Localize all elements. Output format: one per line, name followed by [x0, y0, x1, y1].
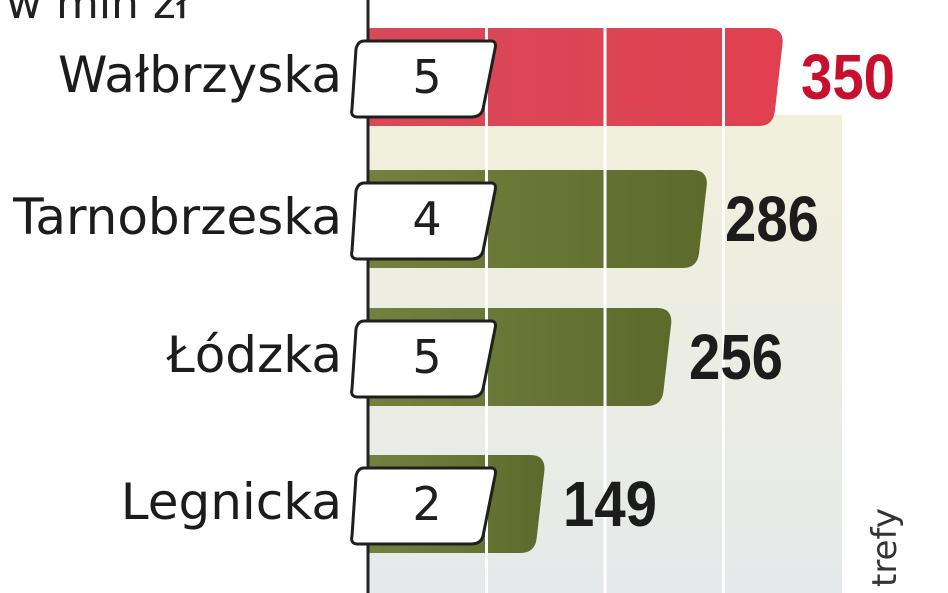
count-badge	[350, 39, 497, 119]
count-label: 5	[412, 330, 442, 384]
count-badge	[350, 319, 497, 399]
value-label: 350	[800, 41, 895, 113]
count-label: 5	[412, 50, 442, 104]
count-badge	[350, 466, 497, 546]
side-note: trefy	[865, 508, 905, 587]
category-label: Łódzka	[166, 326, 342, 384]
count-badge	[350, 181, 497, 261]
category-label: Tarnobrzeska	[13, 188, 342, 246]
category-label: Legnicka	[120, 473, 342, 531]
value-label: 149	[562, 468, 657, 540]
value-label: 286	[724, 183, 819, 255]
category-label: Wałbrzyska	[58, 46, 342, 104]
count-label: 4	[412, 192, 442, 246]
unit-label: w mln zł	[6, 0, 189, 29]
count-label: 2	[412, 477, 442, 531]
value-label: 256	[689, 321, 784, 393]
